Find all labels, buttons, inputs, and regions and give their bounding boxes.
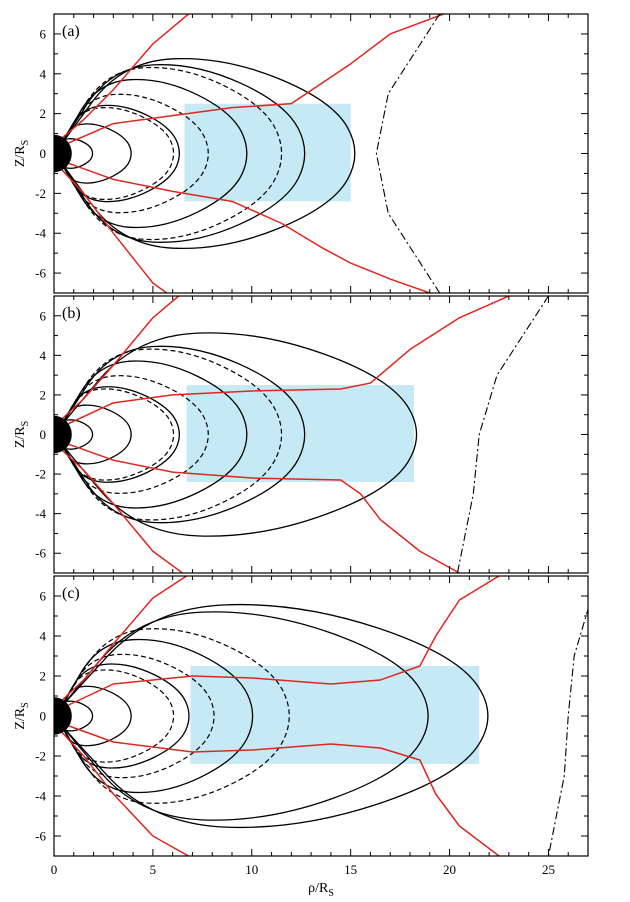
y-tick-label: 2 [40,106,47,121]
dipole-field-line [61,653,215,779]
field-line [61,64,306,243]
field-line [61,386,180,483]
y-tick-label: 0 [40,146,47,161]
magnetopause [547,607,588,856]
y-tick-label: 6 [40,589,47,604]
panel-label: (c) [62,585,80,602]
red-curve-upper-outer [57,296,180,424]
y-axis-title-sub: S [20,421,31,427]
dipole-field-line [61,388,175,481]
y-tick-label: -4 [35,506,46,521]
y-tick-label: 4 [40,66,47,81]
shaded-region [190,666,480,764]
field-line [61,638,254,794]
y-tick-label: 2 [40,387,47,402]
y-tick-label: -6 [35,546,46,561]
dipole-field-line [61,348,283,521]
red-curve-lower-outer [57,164,168,293]
y-tick-label: -6 [35,829,46,844]
field-line [61,663,190,769]
y-axis-title-main: Z/R [13,145,28,167]
y-tick-label: -6 [35,266,46,281]
field-line [61,603,489,829]
panel-b: -6 -4 -2 0 2 4 6 (b) Z/RS [13,295,589,574]
x-axis: 0 5 10 15 20 25 ρ/RS [51,862,555,899]
y-axis-title-sub: S [20,702,31,708]
x-axis-title: ρ/RS [308,881,334,899]
y-tick-label: 6 [40,26,47,41]
x-tick-label: 20 [443,862,456,877]
y-tick-label: 0 [40,709,47,724]
y-tick-label: 2 [40,669,47,684]
shaded-region [186,385,414,482]
y-tick-label: -2 [35,467,46,482]
y-tick-label: -4 [35,226,46,241]
red-curve-upper-inner [57,14,444,149]
panel-label: (a) [62,23,80,40]
panel-b-plot-area [54,296,549,573]
panel-c-plot-area [54,576,588,856]
panel-c: -6 -4 -2 0 2 4 6 (c) Z/RS [13,575,589,857]
red-curve-lower-inner [57,721,500,856]
planet [54,697,72,735]
y-tick-label: 4 [40,348,47,363]
field-line [61,345,306,524]
x-axis-title-main: ρ/R [308,881,329,896]
red-curve-lower-inner [57,158,431,293]
x-tick-label: 25 [542,862,555,877]
red-curve-upper-outer [57,14,189,143]
panel-label: (b) [62,305,81,322]
y-tick-label: 4 [40,629,47,644]
red-curve-upper-outer [57,576,187,705]
y-axis-title: Z/RS [13,421,31,448]
field-line [61,123,132,184]
x-tick-label: 5 [150,862,157,877]
dipole-field-line [61,669,175,763]
magnetopause [375,14,441,293]
shaded-region [184,103,351,202]
panel-a-plot-area [54,14,444,293]
red-curve-lower-outer [57,445,183,573]
y-tick-label: 0 [40,427,47,442]
y-axis-title: Z/RS [13,140,31,167]
dipole-field-line [61,107,175,200]
y-axis-title-main: Z/R [13,707,28,729]
y-tick-label: 6 [40,308,47,323]
y-axis-title: Z/RS [13,702,31,729]
y-axis-title-main: Z/R [13,426,28,448]
magnetopause [456,296,549,573]
y-tick-label: -2 [35,749,46,764]
field-line [61,332,418,537]
x-tick-label: 15 [344,862,357,877]
x-tick-label: 10 [245,862,258,877]
planet [54,134,72,173]
field-line [61,57,356,250]
y-tick-label: -2 [35,186,46,201]
x-tick-label: 0 [51,862,58,877]
panel-a: -6 -4 -2 0 2 4 6 (a) Z/RS [13,13,589,294]
red-curve-lower-inner [57,439,460,573]
red-curve-upper-inner [57,576,500,711]
y-axis-title-sub: S [20,140,31,146]
field-line [61,404,132,465]
planet [54,415,72,454]
x-axis-title-sub: S [328,888,334,899]
dipole-field-line [61,66,283,241]
y-tick-label: -4 [35,789,46,804]
red-curve-upper-inner [57,296,510,430]
red-curve-lower-outer [57,727,189,856]
